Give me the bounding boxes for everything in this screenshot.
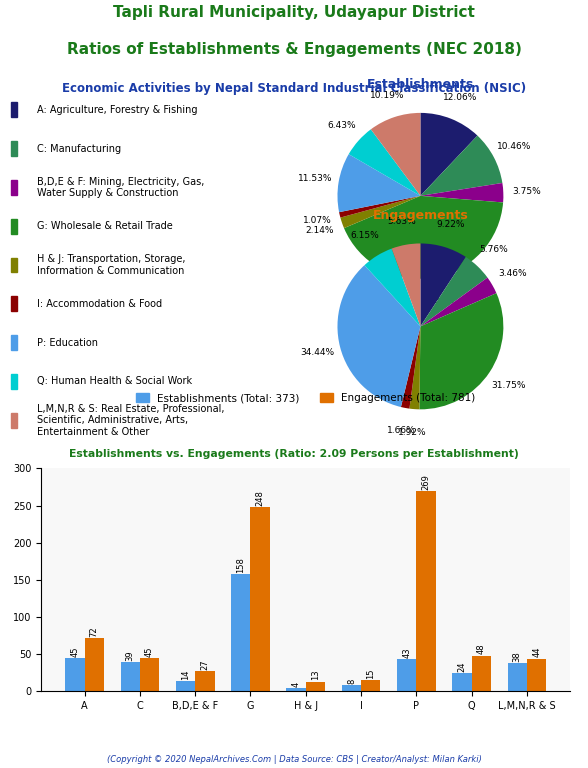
Wedge shape <box>420 183 503 203</box>
Text: B,D,E & F: Mining, Electricity, Gas,
Water Supply & Construction: B,D,E & F: Mining, Electricity, Gas, Wat… <box>37 177 204 198</box>
FancyBboxPatch shape <box>11 257 18 273</box>
Title: Establishments: Establishments <box>367 78 474 91</box>
Text: 6.15%: 6.15% <box>351 231 380 240</box>
Bar <box>250 507 270 691</box>
Text: 45: 45 <box>71 646 79 657</box>
Text: 1.07%: 1.07% <box>303 216 332 225</box>
Text: 14: 14 <box>181 669 190 680</box>
FancyBboxPatch shape <box>11 180 18 195</box>
Wedge shape <box>344 196 503 279</box>
Bar <box>195 671 215 691</box>
Text: (Copyright © 2020 NepalArchives.Com | Data Source: CBS | Creator/Analyst: Milan : (Copyright © 2020 NepalArchives.Com | Da… <box>106 755 482 764</box>
Text: 2.14%: 2.14% <box>306 226 335 235</box>
Text: P: Education: P: Education <box>37 338 98 348</box>
Wedge shape <box>401 326 420 409</box>
Text: 248: 248 <box>256 490 265 506</box>
Text: 34.44%: 34.44% <box>300 349 335 357</box>
Wedge shape <box>338 265 420 407</box>
Wedge shape <box>371 113 420 196</box>
FancyBboxPatch shape <box>11 296 18 311</box>
Bar <box>452 674 472 691</box>
FancyBboxPatch shape <box>11 374 18 389</box>
Wedge shape <box>420 113 477 196</box>
Bar <box>397 659 416 691</box>
Text: Tapli Rural Municipality, Udayapur District: Tapli Rural Municipality, Udayapur Distr… <box>113 5 475 20</box>
Text: 1.66%: 1.66% <box>386 426 415 435</box>
Bar <box>140 657 159 691</box>
Bar <box>361 680 380 691</box>
Text: 15: 15 <box>366 668 375 679</box>
Wedge shape <box>340 196 420 228</box>
Wedge shape <box>339 196 420 217</box>
Wedge shape <box>420 243 466 326</box>
Text: L,M,N,R & S: Real Estate, Professional,
Scientific, Administrative, Arts,
Entert: L,M,N,R & S: Real Estate, Professional, … <box>37 403 225 437</box>
Bar <box>121 662 140 691</box>
Bar <box>306 681 325 691</box>
Bar <box>342 685 361 691</box>
Bar <box>85 637 104 691</box>
Text: 5.76%: 5.76% <box>479 245 508 254</box>
Text: 12.06%: 12.06% <box>443 93 477 101</box>
Bar <box>416 492 436 691</box>
Text: 43: 43 <box>402 647 411 658</box>
Text: 48: 48 <box>477 644 486 654</box>
FancyBboxPatch shape <box>11 141 18 156</box>
Text: 42.36%: 42.36% <box>420 296 455 305</box>
Text: 5.63%: 5.63% <box>387 217 416 227</box>
Bar <box>472 656 491 691</box>
Text: 1.92%: 1.92% <box>399 428 427 437</box>
Text: 24: 24 <box>457 662 466 672</box>
Legend: Establishments (Total: 373), Engagements (Total: 781): Establishments (Total: 373), Engagements… <box>132 389 479 407</box>
Wedge shape <box>419 293 503 409</box>
Wedge shape <box>409 326 420 409</box>
Text: 72: 72 <box>90 626 99 637</box>
Text: 10.19%: 10.19% <box>370 91 405 100</box>
Text: 6.43%: 6.43% <box>327 121 356 130</box>
Text: Establishments vs. Engagements (Ratio: 2.09 Persons per Establishment): Establishments vs. Engagements (Ratio: 2… <box>69 449 519 459</box>
Wedge shape <box>365 249 420 326</box>
Text: 45: 45 <box>145 646 154 657</box>
Text: 39: 39 <box>126 650 135 661</box>
Text: 9.22%: 9.22% <box>436 220 465 229</box>
Wedge shape <box>392 243 420 326</box>
Text: 27: 27 <box>201 660 209 670</box>
Text: 3.75%: 3.75% <box>512 187 541 197</box>
Bar <box>65 657 85 691</box>
Title: Engagements: Engagements <box>373 209 468 221</box>
Wedge shape <box>349 129 420 196</box>
FancyBboxPatch shape <box>11 219 18 233</box>
Bar <box>231 574 250 691</box>
FancyBboxPatch shape <box>11 412 18 428</box>
Text: 269: 269 <box>422 475 430 491</box>
Bar <box>286 688 306 691</box>
Bar <box>176 680 195 691</box>
Text: 31.75%: 31.75% <box>492 381 526 389</box>
Text: 4: 4 <box>292 682 300 687</box>
FancyBboxPatch shape <box>11 102 18 118</box>
Text: 38: 38 <box>513 651 522 662</box>
Bar <box>527 658 546 691</box>
Text: 158: 158 <box>236 557 245 573</box>
Text: I: Accommodation & Food: I: Accommodation & Food <box>37 299 162 309</box>
Text: Q: Human Health & Social Work: Q: Human Health & Social Work <box>37 376 192 386</box>
Text: 11.53%: 11.53% <box>299 174 333 183</box>
Wedge shape <box>420 257 487 326</box>
Text: 10.46%: 10.46% <box>497 142 532 151</box>
Text: Economic Activities by Nepal Standard Industrial Classification (NSIC): Economic Activities by Nepal Standard In… <box>62 82 526 95</box>
Text: A: Agriculture, Forestry & Fishing: A: Agriculture, Forestry & Fishing <box>37 104 198 114</box>
Text: 13: 13 <box>311 670 320 680</box>
Wedge shape <box>420 136 502 196</box>
Text: C: Manufacturing: C: Manufacturing <box>37 144 121 154</box>
Text: Ratios of Establishments & Engagements (NEC 2018): Ratios of Establishments & Engagements (… <box>66 42 522 57</box>
Text: G: Wholesale & Retail Trade: G: Wholesale & Retail Trade <box>37 221 173 231</box>
Text: H & J: Transportation, Storage,
Information & Communication: H & J: Transportation, Storage, Informat… <box>37 254 185 276</box>
Bar <box>507 663 527 691</box>
Text: 3.46%: 3.46% <box>498 269 527 278</box>
Wedge shape <box>420 277 496 326</box>
Text: 44: 44 <box>532 647 541 657</box>
Wedge shape <box>338 154 420 212</box>
FancyBboxPatch shape <box>11 335 18 350</box>
Text: 8: 8 <box>347 679 356 684</box>
